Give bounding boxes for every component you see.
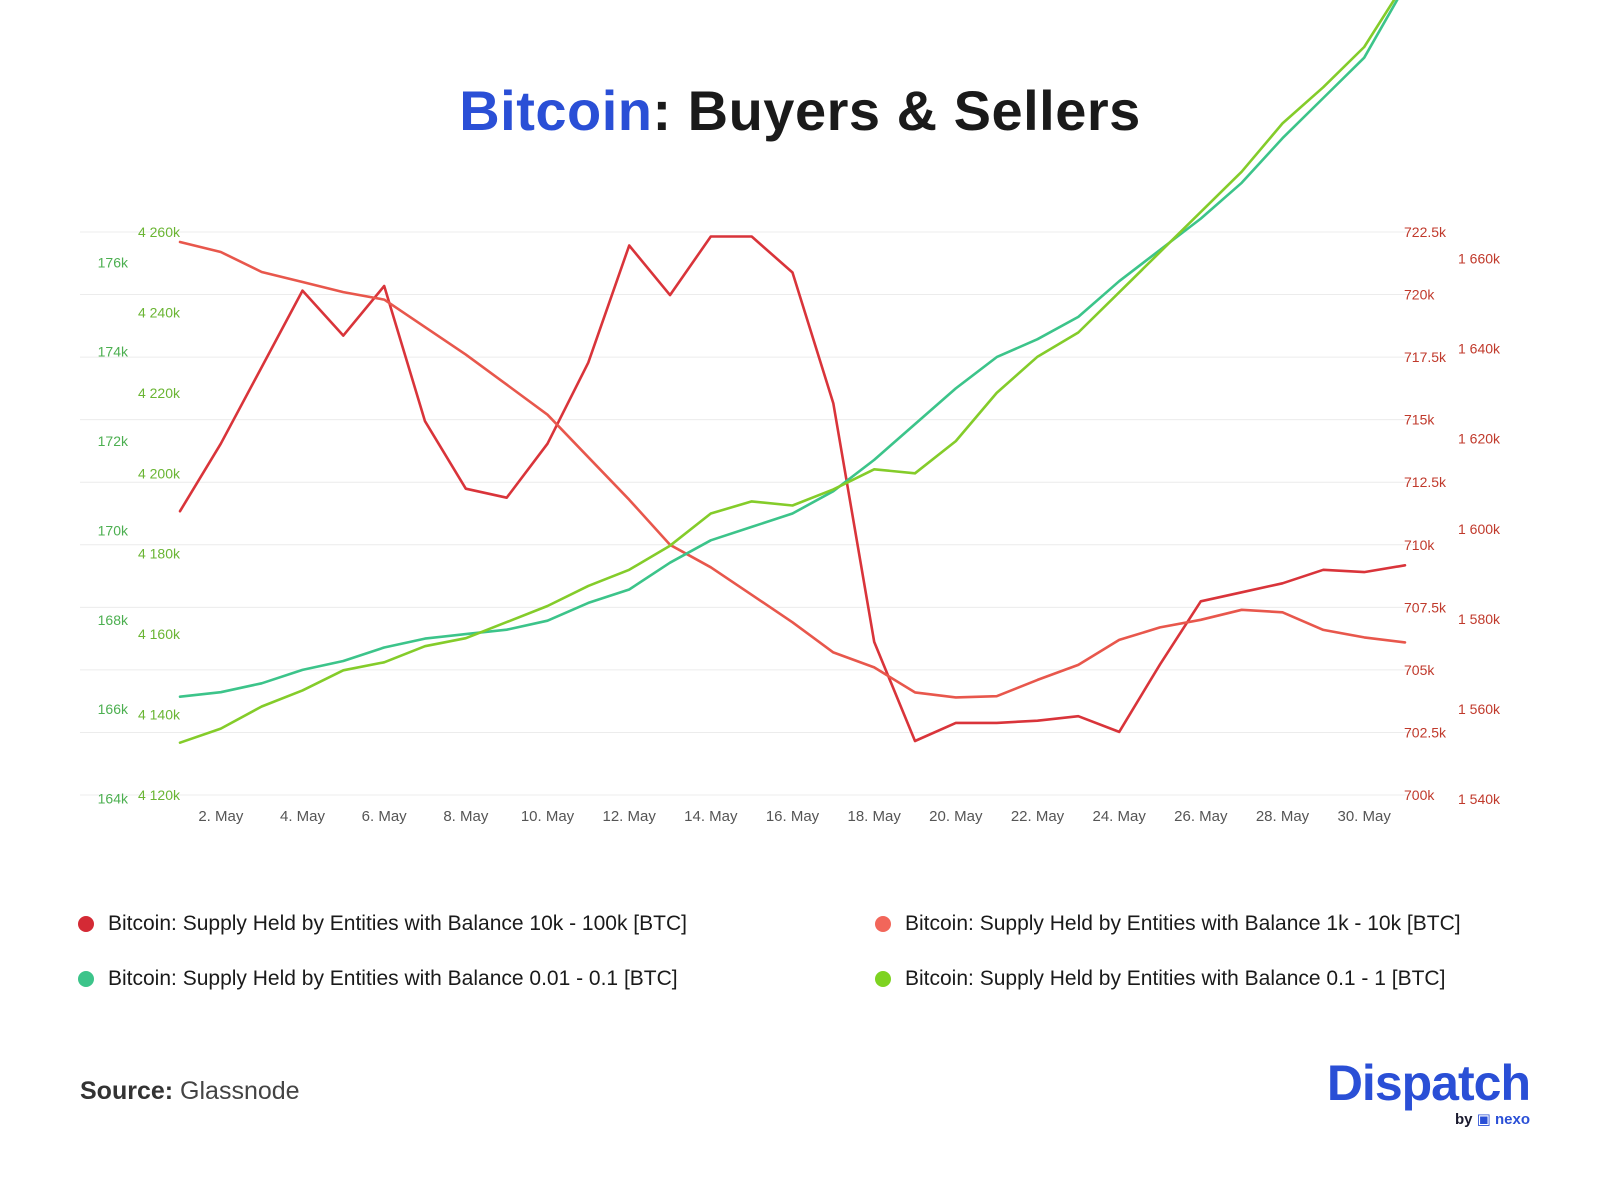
x-tick-label: 22. May bbox=[1011, 808, 1065, 825]
y-tick-label-right-outer: 1 580k bbox=[1458, 611, 1501, 627]
x-tick-label: 2. May bbox=[198, 808, 244, 825]
y-tick-label-left-inner: 4 220k bbox=[138, 385, 181, 401]
logo-wordmark: Dispatch bbox=[1326, 1055, 1531, 1111]
y-tick-label-right-inner: 715k bbox=[1404, 412, 1435, 428]
logo-brand: nexo bbox=[1494, 1111, 1530, 1128]
x-tick-label: 10. May bbox=[521, 808, 575, 825]
y-tick-label-left-inner: 4 180k bbox=[138, 546, 181, 562]
y-tick-label-left-outer: 170k bbox=[98, 522, 129, 538]
chart-title: Bitcoin: Buyers & Sellers bbox=[0, 78, 1600, 143]
legend-label: Bitcoin: Supply Held by Entities with Ba… bbox=[108, 967, 678, 990]
y-tick-label-left-inner: 4 200k bbox=[138, 465, 181, 481]
source-label: Source: bbox=[80, 1077, 174, 1105]
y-tick-label-right-inner: 702.5k bbox=[1404, 724, 1447, 740]
dispatch-logo: Dispatch by ▣ nexo bbox=[1326, 1055, 1531, 1128]
y-tick-label-left-inner: 4 120k bbox=[138, 787, 181, 803]
x-tick-label: 6. May bbox=[362, 808, 408, 825]
x-tick-label: 12. May bbox=[602, 808, 656, 825]
logo-byline: by ▣ nexo bbox=[1327, 1110, 1530, 1128]
nexo-icon: ▣ bbox=[1476, 1111, 1491, 1128]
y-tick-label-left-outer: 164k bbox=[98, 791, 129, 807]
y-tick-label-left-outer: 172k bbox=[98, 433, 129, 449]
legend-dot bbox=[875, 916, 891, 932]
x-tick-label: 20. May bbox=[929, 808, 983, 825]
x-tick-label: 16. May bbox=[766, 808, 820, 825]
y-tick-label-right-outer: 1 660k bbox=[1458, 251, 1501, 267]
y-tick-label-left-outer: 166k bbox=[98, 701, 129, 717]
legend-label: Bitcoin: Supply Held by Entities with Ba… bbox=[905, 967, 1446, 990]
title-rest: : Buyers & Sellers bbox=[652, 79, 1141, 142]
legend-item-0-01-0-1: Bitcoin: Supply Held by Entities with Ba… bbox=[78, 967, 678, 991]
y-tick-label-right-outer: 1 640k bbox=[1458, 341, 1501, 357]
y-tick-label-left-outer: 174k bbox=[98, 344, 129, 360]
y-tick-label-right-inner: 720k bbox=[1404, 287, 1435, 303]
y-tick-label-left-inner: 4 160k bbox=[138, 626, 181, 642]
x-tick-label: 26. May bbox=[1174, 808, 1228, 825]
x-tick-label: 4. May bbox=[280, 808, 326, 825]
series-line-4 bbox=[178, 0, 1396, 745]
series-line-2 bbox=[178, 240, 1407, 699]
legend-dot bbox=[78, 971, 94, 987]
logo-by: by bbox=[1454, 1111, 1473, 1128]
y-tick-label-left-outer: 176k bbox=[98, 254, 129, 270]
y-tick-label-right-inner: 707.5k bbox=[1404, 599, 1447, 615]
y-tick-label-right-inner: 717.5k bbox=[1404, 349, 1447, 365]
source-value: Glassnode bbox=[180, 1077, 300, 1105]
y-tick-label-right-inner: 710k bbox=[1404, 537, 1435, 553]
x-tick-label: 24. May bbox=[1092, 808, 1146, 825]
y-tick-label-left-outer: 168k bbox=[98, 612, 129, 628]
x-tick-label: 30. May bbox=[1337, 808, 1391, 825]
y-tick-label-right-inner: 700k bbox=[1404, 787, 1435, 803]
legend-dot bbox=[78, 916, 94, 932]
series-line-3 bbox=[178, 0, 1399, 699]
legend-dot bbox=[875, 971, 891, 987]
y-tick-label-left-inner: 4 260k bbox=[138, 224, 181, 240]
legend-item-10k-100k: Bitcoin: Supply Held by Entities with Ba… bbox=[78, 912, 687, 936]
x-tick-label: 28. May bbox=[1256, 808, 1310, 825]
y-tick-label-right-inner: 705k bbox=[1404, 662, 1435, 678]
y-tick-label-left-inner: 4 240k bbox=[138, 304, 181, 320]
y-tick-label-right-inner: 712.5k bbox=[1404, 474, 1447, 490]
x-tick-label: 8. May bbox=[443, 808, 489, 825]
legend-item-0-1-1: Bitcoin: Supply Held by Entities with Ba… bbox=[875, 967, 1445, 991]
legend-label: Bitcoin: Supply Held by Entities with Ba… bbox=[108, 912, 687, 935]
y-tick-label-right-inner: 722.5k bbox=[1404, 224, 1447, 240]
title-accent: Bitcoin bbox=[459, 79, 653, 142]
series-line-1 bbox=[178, 235, 1407, 743]
legend-item-1k-10k: Bitcoin: Supply Held by Entities with Ba… bbox=[875, 912, 1461, 936]
source-note: Source: Glassnode bbox=[80, 1077, 300, 1106]
line-chart: 2. May 4. May 6. May 8. May 10. May 12. May 14… bbox=[80, 0, 1501, 825]
y-tick-label-left-inner: 4 140k bbox=[138, 707, 181, 723]
y-tick-label-right-outer: 1 620k bbox=[1458, 431, 1501, 447]
x-tick-label: 14. May bbox=[684, 808, 738, 825]
legend-label: Bitcoin: Supply Held by Entities with Ba… bbox=[905, 912, 1461, 935]
x-tick-label: 18. May bbox=[847, 808, 901, 825]
y-tick-label-right-outer: 1 560k bbox=[1458, 701, 1501, 717]
y-tick-label-right-outer: 1 540k bbox=[1458, 791, 1501, 807]
y-tick-label-right-outer: 1 600k bbox=[1458, 521, 1501, 537]
